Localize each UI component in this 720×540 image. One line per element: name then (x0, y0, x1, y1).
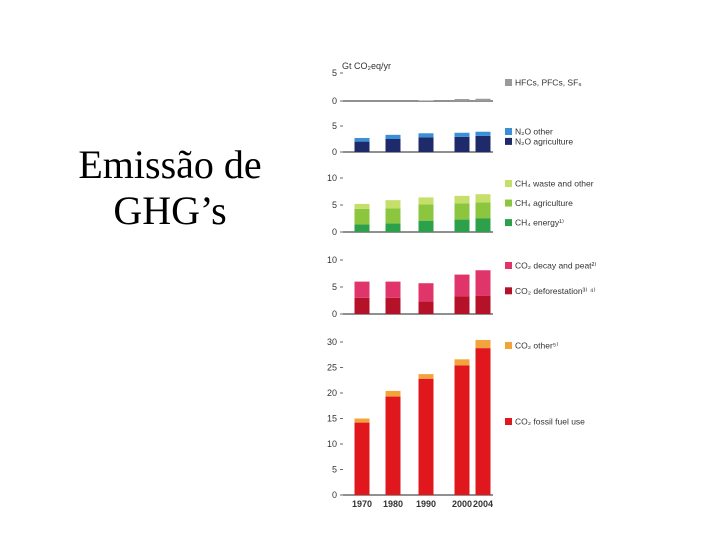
bar-segment (454, 195, 470, 204)
slide-title-line-1: Emissão de (78, 142, 262, 187)
bar-segment (354, 224, 370, 232)
bar-segment (418, 378, 434, 495)
panel-4-tick-label: 5 (332, 282, 337, 292)
legend-label: N₂O agriculture (515, 136, 573, 146)
bar-segment (475, 270, 491, 296)
legend-label: N₂O other (515, 127, 553, 137)
bar-segment (418, 197, 434, 205)
bar-segment (354, 141, 370, 152)
panel-5-tick-label: 15 (327, 414, 337, 424)
bar-segment (354, 137, 370, 142)
bar-segment (475, 194, 491, 203)
bar-segment (475, 202, 491, 219)
panel-1-tick-label: 5 (332, 68, 337, 78)
legend-label: CO₂ decay and peat²⁾ (515, 261, 596, 271)
legend-label: CO₂ fossil fuel use (515, 417, 585, 427)
bar-segment (475, 295, 491, 314)
panel-5-tick-label: 25 (327, 363, 337, 373)
bar-segment (418, 374, 434, 379)
panel-5-tick-label: 10 (327, 439, 337, 449)
panel-5-tick-label: 0 (332, 490, 337, 500)
legend-swatch (505, 418, 512, 425)
bar-segment (418, 283, 434, 302)
panel-3-tick-label: 10 (327, 173, 337, 183)
bar-segment (385, 396, 401, 495)
bar-segment (418, 100, 434, 101)
legend-swatch (505, 219, 512, 227)
bar-segment (354, 281, 370, 298)
legend-label: CH₄ waste and other (515, 179, 594, 189)
bar-segment (475, 98, 491, 101)
bar-segment (385, 139, 401, 152)
legend-label: CH₄ agriculture (515, 198, 573, 208)
bar-segment (454, 359, 470, 366)
legend-label: CH₄ energy¹⁾ (515, 218, 564, 228)
x-tick-label: 1970 (352, 499, 372, 509)
legend-swatch (505, 262, 512, 269)
x-tick-label: 1990 (416, 499, 436, 509)
x-tick-label: 2004 (473, 499, 493, 509)
bar-segment (385, 297, 401, 314)
bar-segment (454, 365, 470, 495)
bar-segment (475, 131, 491, 136)
legend-swatch (505, 342, 512, 349)
bar-segment (475, 135, 491, 152)
bar-segment (418, 301, 434, 314)
bar-segment (418, 133, 434, 138)
bar-segment (418, 220, 434, 232)
panel-4-tick-label: 10 (327, 255, 337, 265)
bar-segment (354, 422, 370, 495)
bar-segment (354, 418, 370, 423)
legend-label: CO₂ deforestation³⁾ ⁴⁾ (515, 286, 596, 296)
legend-swatch (505, 79, 512, 86)
bar-segment (454, 296, 470, 314)
bar-segment (385, 208, 401, 224)
bar-segment (475, 339, 491, 349)
bar-segment (418, 204, 434, 221)
panel-3-tick-label: 0 (332, 227, 337, 237)
panel-4-tick-label: 0 (332, 309, 337, 319)
bar-segment (354, 203, 370, 209)
x-tick-label: 2000 (452, 499, 472, 509)
legend-swatch (505, 199, 512, 207)
bar-segment (385, 281, 401, 298)
bar-segment (454, 136, 470, 152)
ghg-emissions-chart: Gt CO₂eq/yr 0 5 HFCs, PFCs, SF₆ 0 5 N₂O other… (327, 61, 596, 509)
panel-2-tick-label: 0 (332, 147, 337, 157)
x-tick-label: 1980 (383, 499, 403, 509)
legend-swatch (505, 180, 512, 187)
bar-segment (385, 134, 401, 139)
bar-segment (385, 223, 401, 232)
bar-segment (454, 132, 470, 137)
bar-segment (385, 200, 401, 209)
bar-segment (354, 208, 370, 225)
bar-segment (418, 137, 434, 152)
legend-swatch (505, 128, 512, 135)
slide-title: Emissão de GHG’s (40, 142, 300, 234)
legend-label: CO₂ other⁵⁾ (515, 341, 558, 351)
panel-2-tick-label: 5 (332, 121, 337, 131)
legend-swatch (505, 137, 512, 145)
y-axis-unit-label: Gt CO₂eq/yr (342, 61, 391, 71)
panel-1-tick-label: 0 (332, 96, 337, 106)
panel-5-tick-label: 5 (332, 465, 337, 475)
bar-segment (454, 274, 470, 297)
legend-swatch (505, 287, 512, 295)
bar-segment (475, 348, 491, 495)
bar-segment (475, 218, 491, 232)
panel-5-tick-label: 20 (327, 388, 337, 398)
bar-segment (454, 99, 470, 101)
bar-segment (454, 219, 470, 232)
slide-title-line-2: GHG’s (113, 188, 227, 233)
bar-segment (354, 297, 370, 314)
panel-5-tick-label: 30 (327, 337, 337, 347)
bar-segment (454, 203, 470, 220)
panel-3-tick-label: 5 (332, 200, 337, 210)
bar-segment (385, 390, 401, 397)
legend-label: HFCs, PFCs, SF₆ (515, 78, 582, 88)
